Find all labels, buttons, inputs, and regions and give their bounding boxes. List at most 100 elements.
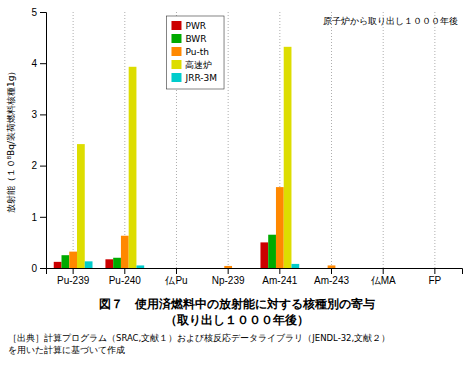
bar bbox=[217, 268, 225, 269]
tick-label: 0 bbox=[31, 263, 37, 274]
tick-label: 仏MA bbox=[370, 275, 396, 286]
bar bbox=[415, 268, 423, 269]
bar bbox=[136, 265, 144, 268]
tick-mark bbox=[40, 268, 46, 269]
y-axis-title: 放射能（１０⁸Bq/装荷燃料核種1g） bbox=[6, 67, 16, 214]
legend-swatch bbox=[171, 47, 181, 56]
tick-label: Am-243 bbox=[314, 275, 349, 286]
tick-label: 1 bbox=[31, 212, 37, 223]
bar bbox=[387, 268, 395, 269]
tick: 2 bbox=[31, 160, 46, 171]
legend-swatch bbox=[171, 21, 181, 30]
bar bbox=[157, 268, 165, 269]
tick: 5 bbox=[31, 7, 46, 18]
tick-mark bbox=[331, 268, 332, 274]
grid-line bbox=[73, 12, 74, 268]
bar bbox=[62, 255, 70, 268]
legend-label: BWR bbox=[185, 34, 206, 44]
source-line: を用いた計算に基づいて作成 bbox=[8, 345, 125, 355]
bar bbox=[395, 268, 403, 269]
x-axis: Pu-239 Pu-240 仏Pu Np-239 Am-241 Am-243 仏MA FP bbox=[47, 268, 463, 286]
tick: 0 bbox=[31, 263, 46, 274]
bar-series bbox=[85, 261, 299, 268]
grid-line bbox=[228, 12, 229, 268]
tick: 1 bbox=[31, 212, 46, 223]
bar-series bbox=[69, 187, 335, 268]
axis-line bbox=[47, 269, 463, 275]
bar bbox=[372, 268, 380, 269]
grid-line bbox=[331, 12, 332, 268]
bar bbox=[291, 264, 299, 268]
bar bbox=[379, 268, 387, 269]
bar bbox=[240, 268, 248, 269]
tick-mark bbox=[40, 217, 46, 218]
legend: PWRBWRPu-th高速炉JRR-3M bbox=[166, 16, 224, 89]
chart: Pu-239 Pu-240 仏Pu Np-239 Am-241 Am-243 仏MA FP 0 1… bbox=[0, 0, 474, 368]
bar bbox=[284, 47, 292, 268]
bar bbox=[77, 144, 85, 268]
source-line: ［出典］計算プログラム（SRAC,文献１）および核反応データライブラリ（JEND… bbox=[8, 333, 390, 343]
tick-mark bbox=[434, 268, 435, 274]
tick-mark bbox=[40, 166, 46, 167]
bar bbox=[260, 242, 268, 268]
bar bbox=[320, 268, 328, 269]
bar bbox=[439, 268, 447, 269]
plot: Pu-239 Pu-240 仏Pu Np-239 Am-241 Am-243 仏MA FP 0 1… bbox=[6, 7, 463, 286]
tick: FP bbox=[428, 268, 441, 286]
bar bbox=[54, 262, 62, 268]
tick-mark bbox=[228, 268, 229, 274]
legend-item: BWR bbox=[171, 34, 206, 44]
tick-label: Pu-240 bbox=[109, 275, 142, 286]
bar bbox=[69, 252, 77, 268]
tick-mark bbox=[176, 268, 177, 274]
legend-swatch bbox=[171, 60, 181, 69]
legend-swatch bbox=[171, 73, 181, 82]
grid-line bbox=[124, 12, 125, 268]
bar bbox=[173, 268, 181, 269]
bar bbox=[431, 268, 439, 269]
legend-label: PWR bbox=[185, 21, 206, 31]
bars bbox=[54, 47, 336, 268]
tick: Am-243 bbox=[314, 268, 349, 286]
tick-label: Am-241 bbox=[262, 275, 297, 286]
tick: 仏Pu bbox=[164, 268, 187, 286]
bar bbox=[268, 235, 276, 268]
bar bbox=[312, 268, 320, 269]
tick-mark bbox=[279, 268, 280, 274]
axis-line bbox=[40, 13, 47, 269]
tick: Pu-239 bbox=[57, 268, 90, 286]
bar bbox=[85, 261, 93, 268]
bar bbox=[423, 268, 431, 269]
bar bbox=[232, 268, 240, 269]
tick: Pu-240 bbox=[109, 268, 142, 286]
bar bbox=[364, 268, 372, 269]
tick-label: 5 bbox=[31, 7, 37, 18]
tick-label: 仏Pu bbox=[164, 275, 187, 286]
bar bbox=[209, 268, 217, 269]
tick-mark bbox=[40, 12, 46, 13]
legend-item: 高速炉 bbox=[171, 60, 212, 70]
bar bbox=[129, 67, 137, 268]
grid-line bbox=[383, 12, 384, 268]
tick-label: 2 bbox=[31, 160, 37, 171]
subtitle: （取り出し１０００年後） bbox=[165, 313, 309, 327]
tick-label: Pu-239 bbox=[57, 275, 90, 286]
tick-mark bbox=[40, 114, 46, 115]
legend-swatch bbox=[171, 34, 181, 43]
y-axis: 0 1 2 3 4 5 bbox=[31, 7, 46, 274]
legend-label: JRR-3M bbox=[184, 73, 217, 83]
tick-label: Np-239 bbox=[212, 275, 245, 286]
bar-series bbox=[62, 235, 276, 268]
bar bbox=[121, 236, 129, 268]
bar bbox=[180, 268, 188, 269]
tick-mark bbox=[40, 63, 46, 64]
grid-line bbox=[434, 12, 435, 268]
legend-item: PWR bbox=[171, 21, 206, 31]
tick-label: FP bbox=[428, 275, 441, 286]
tick: 4 bbox=[31, 58, 46, 69]
bar bbox=[335, 268, 343, 269]
bar bbox=[165, 268, 173, 269]
tick-mark bbox=[124, 268, 125, 274]
tick: 3 bbox=[31, 109, 46, 120]
bar-series bbox=[54, 242, 268, 268]
